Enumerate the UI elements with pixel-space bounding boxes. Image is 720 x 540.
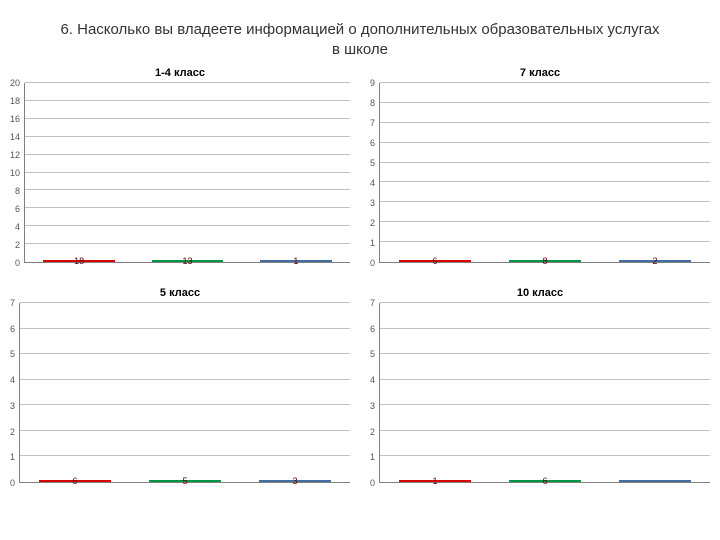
bar-value-label: 5 — [150, 476, 221, 486]
bar-column: 18 — [25, 260, 133, 262]
bar-value-label: 6 — [510, 476, 581, 486]
bar: 6 — [39, 480, 112, 482]
chart-grid: 1-4 класс 20181614121086420 18131 7 клас… — [10, 67, 720, 487]
plot-wrap: 9876543210 6 8 2 — [370, 83, 710, 263]
plot-area: 6 8 2 — [379, 83, 710, 263]
chart-title: 10 класс — [370, 287, 710, 299]
chart-panel-3: 10 класс 76543210 16 — [370, 287, 710, 487]
y-axis: 76543210 — [10, 303, 19, 483]
bar-column: 1 — [380, 480, 490, 482]
bar: 3 — [259, 480, 332, 482]
bar: 18 — [43, 260, 114, 262]
bar-value-label: 18 — [44, 256, 113, 266]
bar-value-label: 8 — [510, 256, 581, 266]
bar-value-label: 1 — [400, 476, 471, 486]
bar-column: 6 — [380, 260, 490, 262]
bar-column: 6 — [20, 480, 130, 482]
bar: 13 — [152, 260, 223, 262]
bar-column: 1 — [242, 260, 350, 262]
bar-column: 3 — [240, 480, 350, 482]
y-axis: 20181614121086420 — [10, 83, 24, 263]
bar: 1 — [399, 480, 472, 482]
bar: 2 — [619, 260, 692, 262]
chart-title: 7 класс — [370, 67, 710, 79]
plot-area: 16 — [379, 303, 710, 483]
bar: 8 — [509, 260, 582, 262]
y-axis: 76543210 — [370, 303, 379, 483]
bar-value-label: 6 — [40, 476, 111, 486]
bar — [619, 480, 692, 482]
bars-layer: 6 5 3 — [20, 303, 350, 482]
bars-layer: 6 8 2 — [380, 83, 710, 262]
bar-value-label: 13 — [153, 256, 222, 266]
bar-value-label: 6 — [400, 256, 471, 266]
bar-column: 5 — [130, 480, 240, 482]
plot-area: 6 5 3 — [19, 303, 350, 483]
chart-panel-1: 7 класс 9876543210 6 8 2 — [370, 67, 710, 267]
chart-title: 5 класс — [10, 287, 350, 299]
bar-column — [600, 480, 710, 482]
bar-value-label: 2 — [620, 256, 691, 266]
bar-column: 8 — [490, 260, 600, 262]
bar: 5 — [149, 480, 222, 482]
bar-column: 2 — [600, 260, 710, 262]
bar: 6 — [509, 480, 582, 482]
chart-panel-2: 5 класс 76543210 6 5 3 — [10, 287, 350, 487]
plot-area: 18 13 1 — [24, 83, 350, 263]
bar: 6 — [399, 260, 472, 262]
plot-wrap: 76543210 16 — [370, 303, 710, 483]
bar-column: 6 — [490, 480, 600, 482]
bars-layer: 18 13 1 — [25, 83, 350, 262]
chart-title: 1-4 класс — [10, 67, 350, 79]
chart-panel-0: 1-4 класс 20181614121086420 18 13 1 — [10, 67, 350, 267]
plot-wrap: 20181614121086420 18 13 1 — [10, 83, 350, 263]
y-axis: 9876543210 — [370, 83, 379, 263]
plot-wrap: 76543210 6 5 3 — [10, 303, 350, 483]
bar: 1 — [260, 260, 331, 262]
page-title: 6. Насколько вы владеете информацией о д… — [60, 20, 660, 59]
bar-value-label: 3 — [260, 476, 331, 486]
bar-value-label: 1 — [261, 256, 330, 266]
bar-column: 13 — [133, 260, 241, 262]
bars-layer: 16 — [380, 303, 710, 482]
